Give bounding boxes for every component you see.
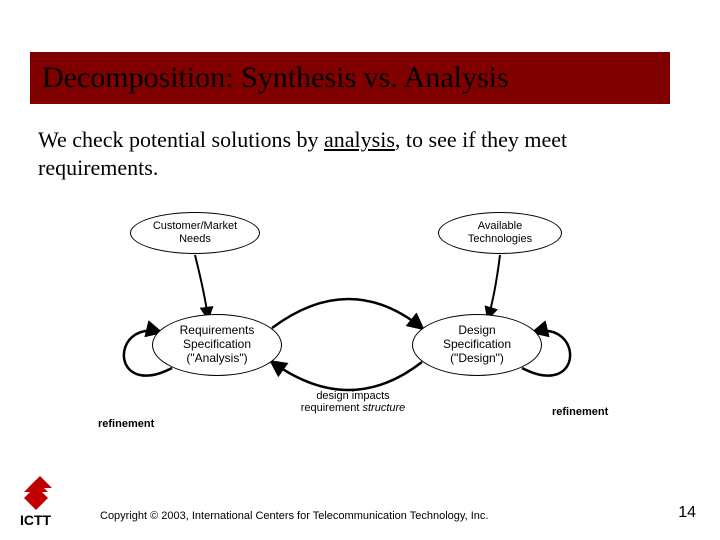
node-label: Needs	[179, 233, 211, 246]
body-text: We check potential solutions by analysis…	[38, 126, 658, 181]
node-label: Requirements	[180, 324, 255, 338]
node-label: Design	[458, 324, 495, 338]
node-label: Customer/Market	[153, 220, 237, 233]
node-label: Technologies	[468, 233, 532, 246]
page-title: Decomposition: Synthesis vs. Analysis	[42, 61, 509, 95]
node-label: Available	[478, 220, 522, 233]
diagram: Customer/Market Needs Available Technolo…	[100, 200, 620, 440]
node-label: Specification	[183, 338, 251, 352]
refinement-right-label: refinement	[552, 406, 608, 418]
node-label: ("Analysis")	[186, 352, 247, 366]
node-requirements: Requirements Specification ("Analysis")	[152, 314, 282, 376]
node-available-tech: Available Technologies	[438, 212, 562, 254]
ictt-logo: ICTT	[18, 470, 76, 528]
node-design: Design Specification ("Design")	[412, 314, 542, 376]
node-label: Specification	[443, 338, 511, 352]
mid-line1: design impacts	[298, 390, 408, 402]
mid-arrow-label: design impacts requirement structure	[298, 390, 408, 414]
refinement-left-label: refinement	[98, 418, 154, 430]
page-number: 14	[678, 504, 696, 522]
svg-text:ICTT: ICTT	[20, 512, 52, 528]
node-label: ("Design")	[450, 352, 504, 366]
copyright-text: Copyright © 2003, International Centers …	[100, 510, 488, 522]
node-customer-needs: Customer/Market Needs	[130, 212, 260, 254]
mid-line2: requirement structure	[298, 402, 408, 414]
title-bar: Decomposition: Synthesis vs. Analysis	[30, 52, 670, 104]
